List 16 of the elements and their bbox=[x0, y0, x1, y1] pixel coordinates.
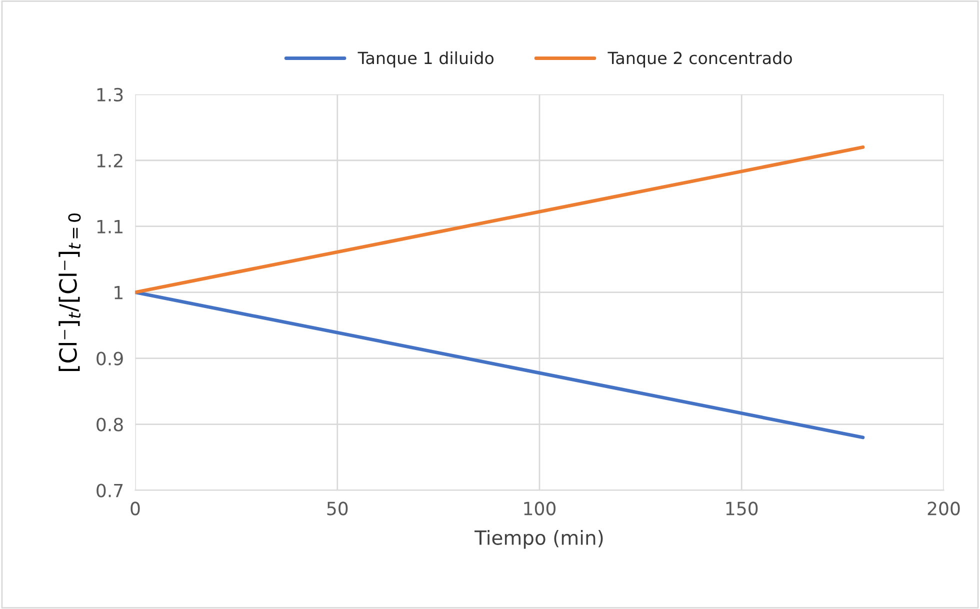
x-tick-label: 0 bbox=[130, 502, 140, 516]
legend-label: Tanque 1 diluido bbox=[358, 51, 494, 68]
legend-label: Tanque 2 concentrado bbox=[608, 51, 792, 68]
y-tick-label: 1 bbox=[114, 286, 122, 300]
x-tick-label: 100 bbox=[524, 502, 556, 516]
y-tick-label: 0.7 bbox=[96, 484, 123, 498]
y-tick-label: 0.8 bbox=[96, 418, 123, 432]
y-tick-label: 1.3 bbox=[97, 88, 123, 102]
x-tick-label: 200 bbox=[928, 502, 960, 516]
x-axis-title: Tiempo (min) bbox=[474, 530, 603, 549]
y-axis-title: [Cl⁻]$_{t}$/[Cl⁻]$_{t=0}$ bbox=[58, 213, 81, 372]
x-tick-label: 50 bbox=[327, 502, 348, 516]
x-tick-label: 150 bbox=[726, 502, 758, 516]
y-tick-label: 1.2 bbox=[97, 154, 122, 168]
y-tick-label: 1.1 bbox=[97, 220, 122, 234]
y-tick-label: 0.9 bbox=[96, 352, 123, 366]
